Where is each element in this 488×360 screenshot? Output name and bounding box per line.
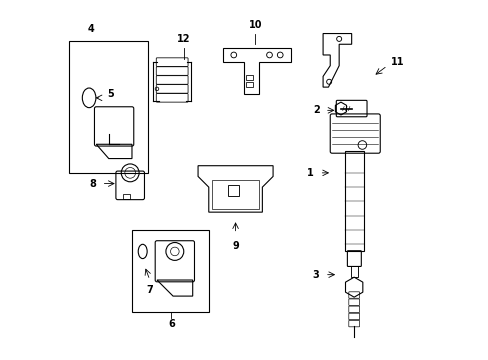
Text: 1: 1	[307, 168, 313, 178]
Text: 6: 6	[167, 319, 174, 329]
Bar	[123, 194, 130, 199]
Bar	[228, 185, 239, 196]
Bar	[344, 152, 364, 251]
Bar	[132, 230, 208, 312]
Text: 8: 8	[89, 179, 96, 189]
Bar	[350, 266, 357, 277]
Text: 9: 9	[232, 241, 239, 251]
Text: 10: 10	[248, 20, 262, 30]
Text: 12: 12	[177, 34, 190, 44]
Bar	[212, 180, 258, 208]
Text: 2: 2	[312, 105, 319, 115]
Text: 11: 11	[390, 57, 404, 67]
Text: 4: 4	[87, 23, 94, 33]
Text: 3: 3	[312, 270, 319, 280]
Bar	[246, 75, 253, 80]
Bar	[69, 41, 148, 173]
Text: 5: 5	[107, 89, 114, 99]
Text: 7: 7	[146, 285, 153, 296]
Bar	[246, 82, 253, 87]
